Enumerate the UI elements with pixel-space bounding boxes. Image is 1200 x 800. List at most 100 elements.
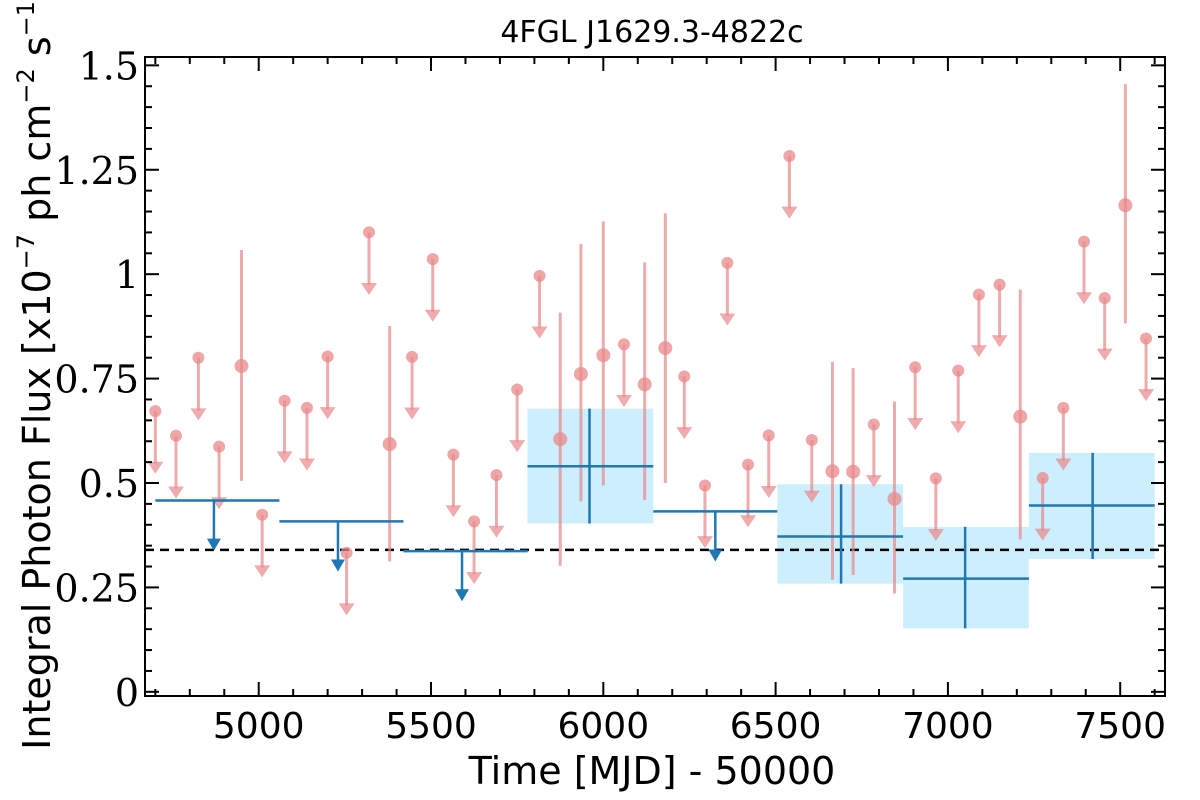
short-bin-upper-limit-point xyxy=(1140,332,1153,345)
short-bin-upper-limit-arrow xyxy=(424,309,441,322)
short-bin-upper-limit-arrow xyxy=(168,486,185,499)
short-bin-upper-limit-point xyxy=(192,351,205,364)
short-bin-detection-point xyxy=(846,464,861,479)
short-bin-upper-limit-arrow xyxy=(991,335,1008,348)
short-bin-upper-limit-arrow xyxy=(760,486,777,499)
short-bin-upper-limit-point xyxy=(300,401,313,414)
short-bin-upper-limit-arrow xyxy=(970,345,987,358)
short-bin-upper-limit-arrow xyxy=(509,440,526,453)
short-bin-upper-limit-point xyxy=(972,288,985,301)
x-tick-label: 5500 xyxy=(385,706,477,747)
y-tick-label: 0.75 xyxy=(54,358,139,402)
short-bin-upper-limit-point xyxy=(149,405,162,418)
short-bin-upper-limit-point xyxy=(406,350,419,363)
x-axis-label: Time [MJD] - 50000 xyxy=(468,749,836,793)
short-bin-upper-limit-point xyxy=(1057,401,1070,414)
short-bin-upper-limit-point xyxy=(721,256,734,269)
short-bin-upper-limit-arrow xyxy=(276,451,293,464)
short-bin-upper-limit-arrow xyxy=(719,313,736,326)
short-bin-upper-limit-arrow xyxy=(445,505,462,518)
short-bin-upper-limit-arrow xyxy=(466,572,483,585)
short-bin-upper-limit-arrow xyxy=(1076,292,1093,305)
short-bin-upper-limit-arrow xyxy=(254,565,271,578)
short-bin-upper-limit-arrow xyxy=(676,427,693,440)
y-tick-label: 1.5 xyxy=(79,44,139,88)
y-tick-label: 1.25 xyxy=(54,149,139,193)
short-bin-detection-point xyxy=(1118,198,1133,213)
short-bin-upper-limit-point xyxy=(993,278,1006,291)
short-bin-upper-limit-arrow xyxy=(298,458,315,471)
short-bin-detection-point xyxy=(382,437,397,452)
short-bin-upper-limit-point xyxy=(742,458,755,471)
short-bin-upper-limit-arrow xyxy=(740,515,757,528)
x-tick-label: 7500 xyxy=(1074,706,1166,747)
short-bin-upper-limit-point xyxy=(805,433,818,446)
short-bin-upper-limit-arrow xyxy=(190,408,207,421)
x-tick-label: 7000 xyxy=(902,706,994,747)
y-axis-label: Integral Photon Flux [x10−7 ph cm−2 s−1] xyxy=(12,0,59,750)
short-bin-upper-limit-point xyxy=(1078,235,1091,248)
plot-frame xyxy=(144,56,1166,697)
x-tick-label: 5000 xyxy=(213,706,305,747)
short-bin-detection-point xyxy=(234,359,249,374)
short-bin-upper-limit-point xyxy=(278,394,291,407)
short-bin-upper-limit-point xyxy=(426,253,439,266)
short-bin-detection-point xyxy=(658,341,673,356)
short-bin-upper-limit-arrow xyxy=(907,417,924,430)
chart-title: 4FGL J1629.3-4822c xyxy=(500,15,803,50)
short-bin-upper-limit-point xyxy=(490,469,503,482)
short-bin-upper-limit-arrow xyxy=(1034,528,1051,541)
short-bin-detection-point xyxy=(1013,409,1028,424)
short-bin-upper-limit-arrow xyxy=(1096,348,1113,361)
y-axis-label-part: −1 xyxy=(12,1,40,36)
short-bin-upper-limit-point xyxy=(762,429,775,442)
short-bin-upper-limit-point xyxy=(952,364,965,377)
short-bin-upper-limit-arrow xyxy=(338,603,355,616)
x-tick-label: 6000 xyxy=(557,706,649,747)
y-axis-label-part: Integral Photon Flux [x10 xyxy=(15,269,59,750)
short-bin-upper-limit-point xyxy=(340,546,353,559)
y-tick-label: 1 xyxy=(115,253,139,297)
short-bin-upper-limit-arrow xyxy=(927,529,944,542)
short-bin-upper-limit-arrow xyxy=(404,407,421,420)
short-bin-detection-point xyxy=(553,432,568,447)
short-bin-upper-limit-arrow xyxy=(803,490,820,503)
short-bin-upper-limit-point xyxy=(698,479,711,492)
plot-area xyxy=(145,84,1165,629)
short-bin-detection-point xyxy=(825,464,840,479)
short-bin-upper-limit-point xyxy=(1036,471,1049,484)
short-bin-upper-limit-arrow xyxy=(950,421,967,434)
y-axis-label-part: −2 xyxy=(12,68,40,103)
short-bin-detection-point xyxy=(637,377,652,392)
long-bin-upper-limit-arrow xyxy=(455,589,470,602)
short-bin-upper-limit-point xyxy=(617,338,630,351)
short-bin-detection-point xyxy=(573,366,588,381)
short-bin-upper-limit-arrow xyxy=(1055,458,1072,471)
axes: 5000 5500 6000 6500 7000 7500 0 0.25 0.5 0.75 1 1.2… xyxy=(54,44,1166,747)
short-bin-upper-limit-arrow xyxy=(147,461,164,474)
short-bin-upper-limit-arrow xyxy=(360,283,377,296)
short-bin-upper-limit-point xyxy=(1098,291,1111,304)
y-tick-label: 0.25 xyxy=(54,566,139,610)
short-bin-upper-limit-point xyxy=(783,149,796,162)
short-bin-upper-limit-point xyxy=(533,269,546,282)
short-bin-upper-limit-arrow xyxy=(781,206,798,219)
short-bin-upper-limit-point xyxy=(362,226,375,239)
short-bin-upper-limit-point xyxy=(468,515,481,528)
short-bin-detection-point xyxy=(596,348,611,363)
short-bin-upper-limit-point xyxy=(321,350,334,363)
y-axis-label-part: ] xyxy=(15,0,59,1)
y-tick-label: 0.5 xyxy=(79,462,139,506)
y-axis-label-part: −7 xyxy=(12,234,40,269)
short-bin-upper-limit-point xyxy=(170,429,183,442)
short-bin-upper-limit-arrow xyxy=(865,475,882,488)
y-tick-label: 0 xyxy=(115,671,139,715)
short-bin-upper-limit-point xyxy=(678,370,691,383)
short-bin-upper-limit-point xyxy=(213,440,226,453)
short-bin-upper-limit-point xyxy=(929,472,942,485)
short-bin-upper-limit-arrow xyxy=(319,407,336,420)
short-bin-upper-limit-arrow xyxy=(488,525,505,538)
short-bin-upper-limit-point xyxy=(256,508,269,521)
